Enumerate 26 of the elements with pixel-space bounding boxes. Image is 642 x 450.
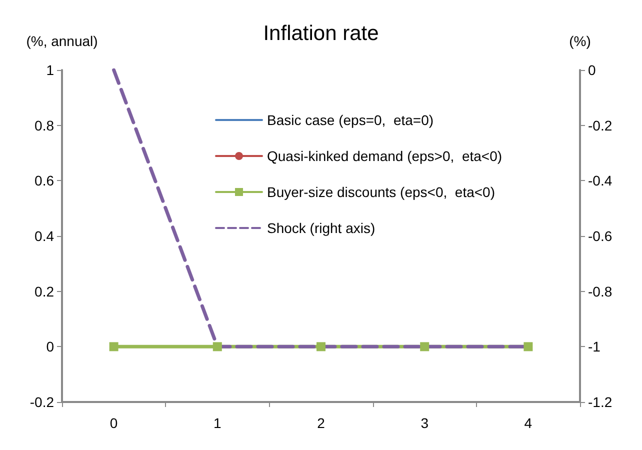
- y2-tick-label: -0.8: [588, 283, 612, 300]
- y2-tick-label: -1: [588, 338, 601, 355]
- y2-tick-label: 0: [588, 62, 596, 78]
- legend-label: Quasi-kinked demand (eps>0, eta<0): [267, 148, 502, 164]
- x-tick-label: 2: [317, 415, 326, 431]
- y-tick-label: 1: [46, 62, 54, 78]
- chart-title: Inflation rate: [263, 22, 379, 45]
- legend-label: Buyer-size discounts (eps<0, eta<0): [267, 184, 496, 200]
- y2-tick-label: -0.6: [588, 228, 612, 244]
- x-tick-label: 1: [214, 415, 222, 431]
- x-tick-label: 4: [524, 415, 532, 431]
- y-tick-label: 0.6: [34, 172, 54, 189]
- legend-label: Basic case (eps=0, eta=0): [267, 112, 434, 128]
- x-tick-label: 0: [110, 415, 118, 431]
- y-axis-title: (%, annual): [26, 33, 98, 49]
- y-tick-label: 0.4: [34, 228, 54, 244]
- y-tick-label: 0.8: [34, 117, 54, 134]
- x-tick-label: 3: [420, 415, 429, 431]
- y-tick-label: 0.2: [34, 283, 54, 300]
- legend-label: Shock (right axis): [267, 220, 376, 236]
- y-tick-label: -0.2: [30, 394, 54, 410]
- y2-axis-title: (%): [569, 33, 591, 49]
- y2-tick-label: -0.2: [588, 117, 612, 134]
- y-tick-label: 0: [46, 338, 54, 355]
- y2-tick-label: -1.2: [588, 394, 612, 410]
- y2-tick-label: -0.4: [588, 172, 612, 189]
